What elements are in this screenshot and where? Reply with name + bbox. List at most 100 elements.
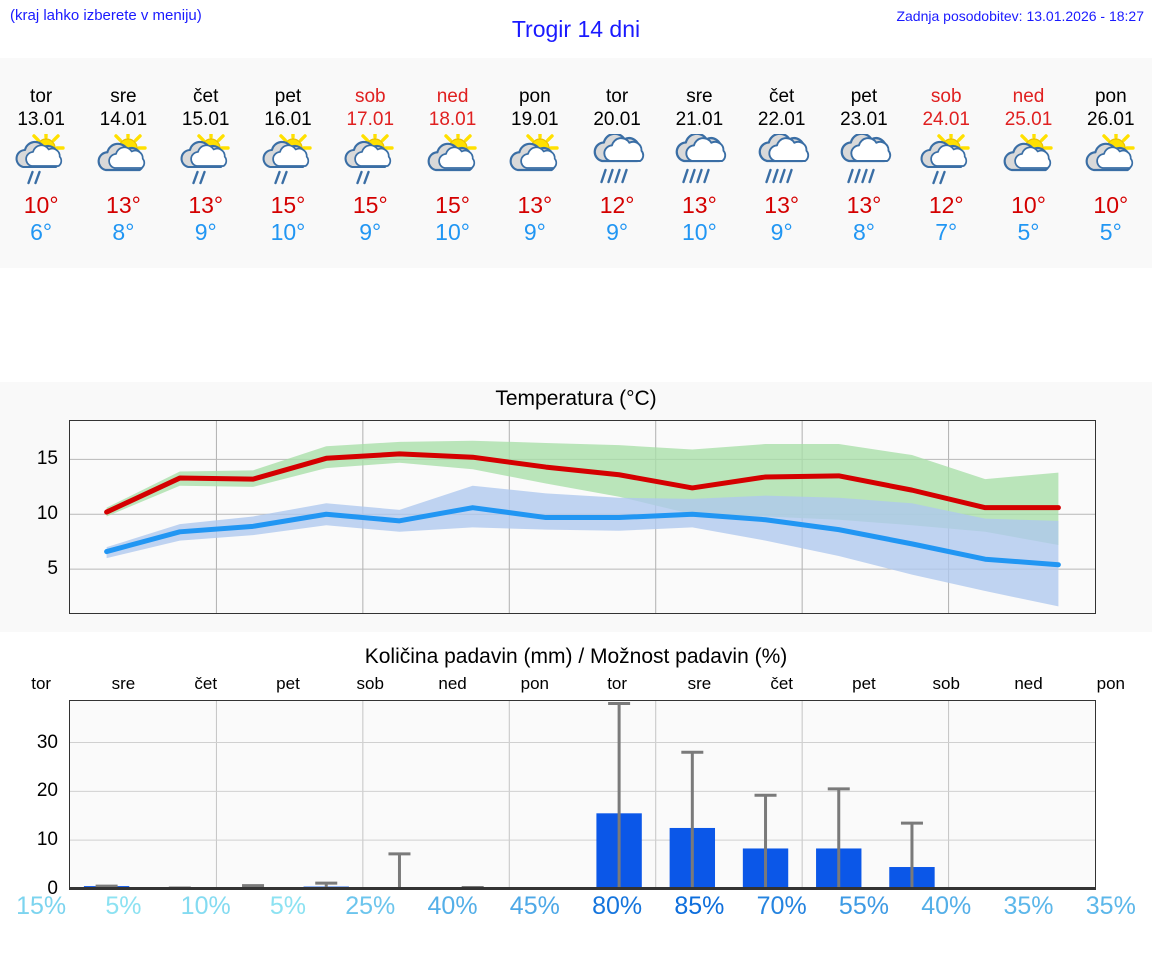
forecast-day-column[interactable]: čet 15.01 13° 9° <box>165 58 247 268</box>
cloud-rain-icon <box>833 134 895 190</box>
day-date: 13.01 <box>17 109 65 130</box>
precipitation-y-tick: 20 <box>36 780 58 802</box>
precipitation-day-label: ned <box>1014 674 1043 693</box>
day-name: čet <box>768 86 795 107</box>
day-date: 20.01 <box>593 109 641 130</box>
day-min-temp: 9° <box>523 219 546 245</box>
precipitation-probability: 10% <box>180 892 231 920</box>
sun-cloud-icon <box>422 134 484 190</box>
day-name: pet <box>850 86 878 107</box>
day-max-temp: 10° <box>1093 192 1129 218</box>
day-date: 16.01 <box>264 109 312 130</box>
day-min-temp: 10° <box>435 219 470 245</box>
precipitation-probability: 35% <box>1003 892 1054 920</box>
day-date: 24.01 <box>922 109 970 130</box>
forecast-day-column[interactable]: pet 16.01 15° 10° <box>247 58 329 268</box>
cloud-rain-icon <box>586 134 648 190</box>
temperature-y-tick: 15 <box>36 448 58 470</box>
precipitation-day-label: pet <box>852 674 876 693</box>
day-max-temp: 15° <box>352 192 388 218</box>
day-date: 15.01 <box>181 109 230 130</box>
forecast-day-column[interactable]: tor 20.01 12° 9° <box>576 58 658 268</box>
day-min-temp: 9° <box>194 219 217 245</box>
day-name: čet <box>193 86 219 107</box>
precipitation-probability: 25% <box>345 892 396 920</box>
location-menu-note[interactable]: (kraj lahko izberete v meniju) <box>10 7 202 24</box>
day-max-temp: 13° <box>517 192 553 218</box>
day-min-temp: 8° <box>112 219 135 245</box>
day-max-temp: 12° <box>928 192 964 218</box>
sun-cloud-light-rain-icon <box>339 134 401 190</box>
precipitation-probability: 5% <box>269 892 307 920</box>
sun-cloud-icon <box>998 134 1060 190</box>
forecast-day-column[interactable]: sre 21.01 13° 10° <box>658 58 740 268</box>
day-max-temp: 13° <box>764 192 800 218</box>
day-name: sob <box>930 86 962 107</box>
precipitation-day-label: pet <box>276 674 300 693</box>
precipitation-probability: 80% <box>592 892 643 920</box>
day-date: 17.01 <box>346 109 395 130</box>
temperature-y-axis: 5 10 15 <box>0 420 64 614</box>
day-date: 14.01 <box>99 109 148 130</box>
precipitation-probability: 40% <box>921 892 972 920</box>
precipitation-day-label: čet <box>194 674 218 693</box>
page-header: (kraj lahko izberete v meniju) Trogir 14… <box>0 0 1152 58</box>
precipitation-y-tick: 30 <box>36 731 58 753</box>
page-title: Trogir 14 dni <box>511 16 641 42</box>
day-max-temp: 13° <box>106 192 141 218</box>
forecast-day-column[interactable]: ned 25.01 10° 5° <box>987 58 1069 268</box>
forecast-day-column[interactable]: pon 19.01 13° 9° <box>494 58 576 268</box>
precipitation-probability: 70% <box>756 892 807 920</box>
sun-cloud-light-rain-icon <box>915 134 977 190</box>
day-name: pon <box>1094 86 1127 107</box>
day-max-temp: 10° <box>1011 192 1046 218</box>
day-name: ned <box>1012 86 1045 107</box>
day-name: sre <box>686 86 713 107</box>
temperature-plot <box>69 420 1096 614</box>
day-min-temp: 7° <box>935 219 958 245</box>
precipitation-panel: Količina padavin (mm) / Možnost padavin … <box>0 640 1152 975</box>
day-max-temp: 12° <box>599 192 635 218</box>
day-min-temp: 6° <box>30 219 53 245</box>
day-min-temp: 10° <box>270 219 306 245</box>
forecast-day-column[interactable]: čet 22.01 13° 9° <box>741 58 823 268</box>
temperature-y-tick: 10 <box>36 503 58 525</box>
day-name: pet <box>274 86 302 107</box>
precipitation-day-label: sre <box>111 674 136 693</box>
forecast-day-column[interactable]: pon 26.01 10° 5° <box>1070 58 1152 268</box>
forecast-day-column[interactable]: tor 13.01 10° 6° <box>0 58 82 268</box>
forecast-day-column[interactable]: sre 14.01 13° 8° <box>82 58 164 268</box>
day-min-temp: 5° <box>1017 219 1040 245</box>
last-updated-label: Zadnja posodobitev: 13.01.2026 - 18:27 <box>896 8 1144 24</box>
daily-forecast-strip: tor 13.01 10° 6° sre 14.01 13° 8° čet 15.01 13° 9° p… <box>0 58 1152 268</box>
precipitation-y-tick: 10 <box>36 829 58 851</box>
forecast-day-column[interactable]: sob 24.01 12° 7° <box>905 58 987 268</box>
day-max-temp: 13° <box>846 192 882 218</box>
forecast-day-column[interactable]: sob 17.01 15° 9° <box>329 58 411 268</box>
day-date: 21.01 <box>675 109 724 130</box>
day-min-temp: 5° <box>1099 219 1122 245</box>
day-min-temp: 9° <box>359 219 382 245</box>
day-max-temp: 15° <box>435 192 470 218</box>
forecast-day-column[interactable]: pet 23.01 13° 8° <box>823 58 905 268</box>
precipitation-day-label: ned <box>438 674 467 693</box>
day-date: 18.01 <box>428 109 477 130</box>
day-name: sob <box>354 86 386 107</box>
sun-cloud-light-rain-icon <box>175 134 237 190</box>
precipitation-probability: 85% <box>674 892 725 920</box>
day-max-temp: 15° <box>270 192 306 218</box>
day-date: 25.01 <box>1004 109 1053 130</box>
precipitation-probability: 55% <box>838 892 889 920</box>
sun-cloud-icon <box>504 134 566 190</box>
precipitation-day-label: sre <box>687 674 712 693</box>
temperature-chart-title: Temperatura (°C) <box>495 387 657 410</box>
temperature-y-tick: 5 <box>47 558 58 580</box>
day-max-temp: 13° <box>682 192 717 218</box>
forecast-day-column[interactable]: ned 18.01 15° 10° <box>411 58 493 268</box>
precipitation-probability: 15% <box>16 892 67 920</box>
precipitation-day-label: pon <box>1096 674 1125 693</box>
day-name: tor <box>606 86 629 107</box>
day-date: 23.01 <box>840 109 888 130</box>
